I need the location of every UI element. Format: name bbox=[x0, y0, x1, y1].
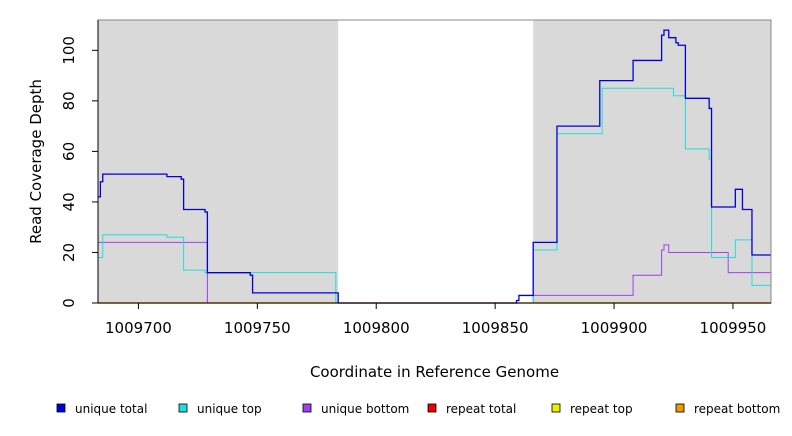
x-axis: 1009700 1009750 1009800 1009850 1009900 10099… bbox=[98, 302, 771, 337]
legend-entry: unique bottom bbox=[302, 402, 409, 416]
shaded-regions bbox=[98, 20, 771, 303]
legend-swatch bbox=[178, 403, 188, 413]
legend-entry: repeat bottom bbox=[675, 402, 780, 416]
y-tick-label: 0 bbox=[60, 298, 78, 308]
legend-label: repeat bottom bbox=[694, 402, 780, 416]
legend-swatch bbox=[675, 403, 685, 413]
y-tick-label: 20 bbox=[60, 243, 78, 262]
legend-entry: repeat total bbox=[427, 402, 516, 416]
y-tick-label: 40 bbox=[60, 192, 78, 211]
x-tick-label: 1009850 bbox=[462, 319, 529, 337]
legend-swatch bbox=[551, 403, 561, 413]
shaded-region bbox=[533, 20, 771, 303]
legend-swatch bbox=[56, 403, 66, 413]
legend-swatch bbox=[427, 403, 437, 413]
series-line-unique-total bbox=[98, 29, 771, 304]
legend-swatch bbox=[302, 403, 312, 413]
legend-entry: unique top bbox=[178, 402, 262, 416]
y-axis-label: Read Coverage Depth bbox=[27, 79, 45, 244]
legend-label: repeat total bbox=[446, 402, 516, 416]
legend-entry: repeat top bbox=[551, 402, 633, 416]
y-tick-label: 80 bbox=[60, 91, 78, 110]
x-tick-label: 1009900 bbox=[581, 319, 648, 337]
legend: unique total unique top unique bottom repea… bbox=[56, 402, 780, 416]
legend-label: unique total bbox=[75, 402, 147, 416]
y-tick-label: 60 bbox=[60, 142, 78, 161]
x-tick-label: 1009700 bbox=[105, 319, 172, 337]
x-axis-label: Coordinate in Reference Genome bbox=[310, 363, 559, 381]
x-tick-label: 1009800 bbox=[343, 319, 410, 337]
x-tick-label: 1009950 bbox=[700, 319, 767, 337]
legend-entry: unique total bbox=[56, 402, 147, 416]
y-axis: 0 20 40 60 80 100 bbox=[60, 20, 99, 308]
y-tick-label: 100 bbox=[60, 36, 78, 65]
shaded-region bbox=[98, 20, 339, 303]
legend-label: unique bottom bbox=[321, 402, 409, 416]
legend-label: repeat top bbox=[570, 402, 633, 416]
x-tick-label: 1009750 bbox=[224, 319, 291, 337]
legend-label: unique top bbox=[197, 402, 262, 416]
